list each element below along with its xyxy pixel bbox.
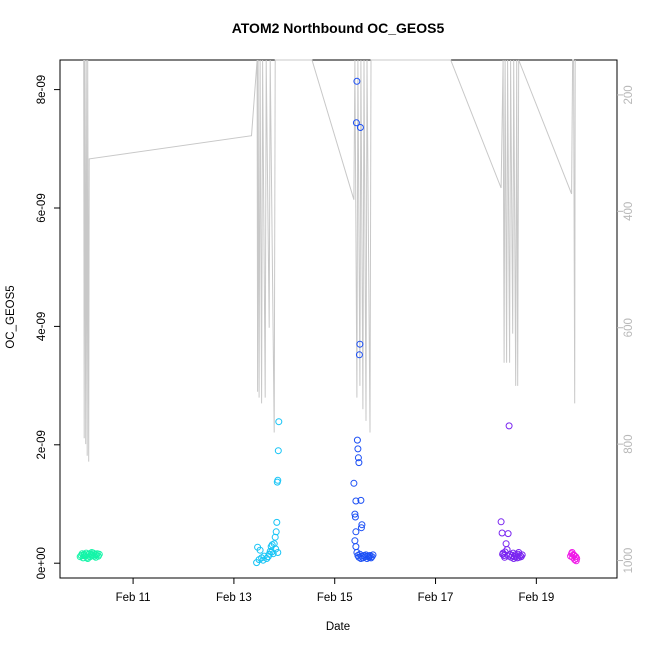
data-point-series-3 xyxy=(358,521,366,529)
data-point-series-2 xyxy=(274,447,282,455)
y-tick-label: 4e-09 xyxy=(36,312,48,341)
data-point-series-3 xyxy=(356,340,364,348)
chart-title: ATOM2 Northbound OC_GEOS5 xyxy=(232,20,445,36)
data-point-series-3 xyxy=(350,479,358,487)
y2-tick-label: 800 xyxy=(623,435,635,454)
data-point-series-4 xyxy=(502,540,510,548)
data-point-series-4 xyxy=(505,422,513,430)
data-point-series-3 xyxy=(352,119,360,127)
y2-tick-label: 1000 xyxy=(623,548,635,574)
y-axis: 0e+00 2e-09 4e-09 6e-09 8e-09 xyxy=(36,75,60,579)
data-point-series-4 xyxy=(497,518,505,526)
data-point-series-3 xyxy=(353,436,361,444)
data-point-series-2 xyxy=(273,518,281,526)
data-point-series-4 xyxy=(510,555,518,562)
data-point-series-2 xyxy=(256,546,264,554)
pressure-trace-layer xyxy=(83,59,576,462)
data-point-series-2 xyxy=(272,545,280,553)
data-point-series-2 xyxy=(272,528,280,536)
y-tick-label: 6e-09 xyxy=(36,193,48,222)
data-point-series-4 xyxy=(504,530,512,538)
y-tick-label: 8e-09 xyxy=(36,75,48,104)
data-point-series-2 xyxy=(275,418,283,426)
data-points-layer xyxy=(76,77,581,567)
x-tick-label: Feb 11 xyxy=(116,592,151,604)
data-point-series-3 xyxy=(351,537,359,545)
data-point-series-4 xyxy=(518,551,526,559)
y-axis-label: OC_GEOS5 xyxy=(5,285,17,348)
y2-tick-label: 400 xyxy=(623,202,635,221)
data-point-series-3 xyxy=(354,445,362,453)
data-point-series-1 xyxy=(88,549,96,556)
data-point-series-3 xyxy=(355,459,363,467)
data-point-series-3 xyxy=(351,510,359,518)
data-point-series-3 xyxy=(357,496,365,504)
y-tick-label: 2e-09 xyxy=(36,430,48,459)
data-point-series-3 xyxy=(352,497,360,505)
pressure-line xyxy=(83,59,576,462)
right-pressure-axis: 200 400 600 800 1000 xyxy=(617,85,635,573)
data-point-series-3 xyxy=(356,124,364,131)
data-point-series-3 xyxy=(353,77,361,85)
x-tick-label: Feb 19 xyxy=(518,592,554,604)
x-tick-label: Feb 15 xyxy=(317,592,353,604)
data-point-series-5 xyxy=(572,557,580,565)
data-point-series-3 xyxy=(355,351,363,359)
x-axis-label: Date xyxy=(326,621,350,633)
data-point-series-1 xyxy=(84,555,92,562)
data-point-series-2 xyxy=(259,556,267,564)
x-tick-label: Feb 17 xyxy=(418,592,454,604)
data-point-series-4 xyxy=(501,553,509,561)
data-point-series-2 xyxy=(264,553,272,561)
plot-frame xyxy=(59,59,618,579)
data-point-series-4 xyxy=(498,529,506,537)
x-axis: Feb 11 Feb 13 Feb 15 Feb 17 Feb 19 xyxy=(116,578,554,604)
data-point-series-3 xyxy=(369,551,377,559)
y-tick-label: 0e+00 xyxy=(36,547,48,579)
data-point-series-2 xyxy=(274,476,282,484)
x-tick-label: Feb 13 xyxy=(216,592,252,604)
data-point-series-3 xyxy=(354,454,362,462)
data-point-series-3 xyxy=(351,513,359,521)
data-point-series-1 xyxy=(92,553,100,561)
data-point-series-3 xyxy=(352,528,360,536)
data-point-series-3 xyxy=(357,524,365,532)
y2-tick-label: 600 xyxy=(623,318,635,337)
y2-tick-label: 200 xyxy=(623,85,635,104)
data-point-series-3 xyxy=(352,543,360,551)
data-point-series-2 xyxy=(274,549,282,556)
data-point-series-4 xyxy=(515,549,523,556)
